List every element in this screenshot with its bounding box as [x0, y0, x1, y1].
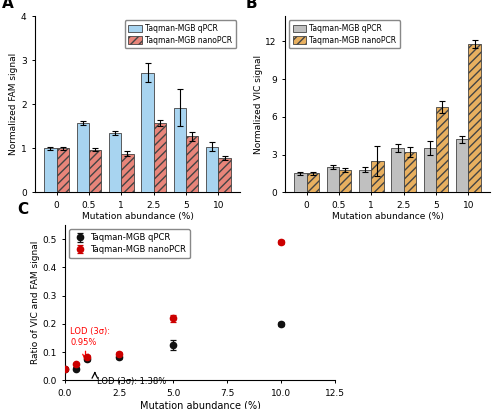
Bar	[404, 152, 416, 192]
Legend: Taqman-MGB qPCR, Taqman-MGB nanoPCR: Taqman-MGB qPCR, Taqman-MGB nanoPCR	[69, 229, 190, 258]
Bar	[154, 123, 166, 192]
Text: B: B	[246, 0, 258, 11]
Bar	[89, 150, 102, 192]
Text: C: C	[18, 202, 29, 217]
Bar	[206, 146, 218, 192]
Y-axis label: Ratio of VIC and FAM signal: Ratio of VIC and FAM signal	[30, 241, 40, 364]
Bar	[109, 133, 122, 192]
Bar	[142, 73, 154, 192]
Bar	[306, 173, 319, 192]
Legend: Taqman-MGB qPCR, Taqman-MGB nanoPCR: Taqman-MGB qPCR, Taqman-MGB nanoPCR	[289, 20, 401, 49]
Bar	[294, 173, 306, 192]
X-axis label: Mutation abundance (%): Mutation abundance (%)	[82, 212, 194, 221]
Legend: Taqman-MGB qPCR, Taqman-MGB nanoPCR: Taqman-MGB qPCR, Taqman-MGB nanoPCR	[124, 20, 236, 49]
Bar	[44, 148, 56, 192]
Text: LOD (3σ): 1.38%: LOD (3σ): 1.38%	[97, 377, 166, 386]
Bar	[218, 158, 230, 192]
Bar	[372, 161, 384, 192]
Bar	[436, 107, 448, 192]
Bar	[339, 170, 351, 192]
Bar	[468, 44, 480, 192]
Bar	[392, 148, 404, 192]
Bar	[456, 139, 468, 192]
Bar	[76, 123, 89, 192]
Bar	[424, 148, 436, 192]
Bar	[122, 153, 134, 192]
Y-axis label: Normalized VIC signal: Normalized VIC signal	[254, 55, 262, 154]
X-axis label: Mutation abundance (%): Mutation abundance (%)	[332, 212, 444, 221]
Bar	[359, 170, 372, 192]
Y-axis label: Normalized FAM signal: Normalized FAM signal	[9, 53, 18, 155]
Bar	[326, 167, 339, 192]
Text: LOD (3σ):
0.95%: LOD (3σ): 0.95%	[70, 327, 110, 347]
Bar	[186, 136, 198, 192]
Text: A: A	[2, 0, 14, 11]
Bar	[56, 148, 69, 192]
Bar	[174, 108, 186, 192]
X-axis label: Mutation abundance (%): Mutation abundance (%)	[140, 400, 260, 409]
